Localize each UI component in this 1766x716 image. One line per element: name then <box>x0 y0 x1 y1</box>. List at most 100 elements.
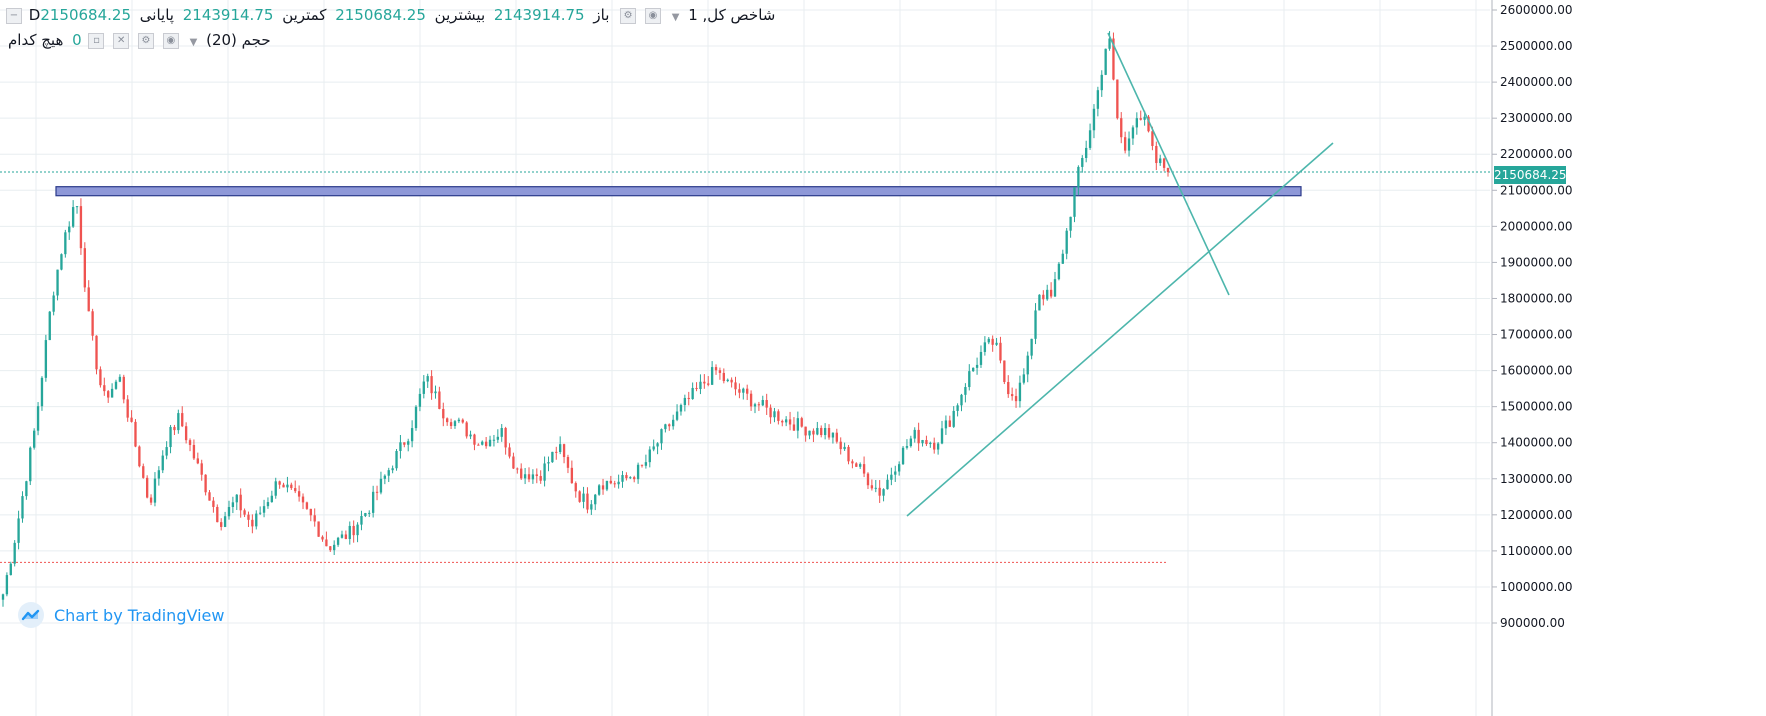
candle-body <box>13 542 16 564</box>
candle-body <box>122 376 125 400</box>
candle-body <box>33 430 36 448</box>
candle-body <box>839 441 842 450</box>
candle-body <box>547 462 550 464</box>
candle-body <box>305 502 309 509</box>
eye-icon[interactable]: ◉ <box>644 7 661 24</box>
candle-body <box>1030 338 1033 356</box>
candle-body <box>204 474 207 493</box>
candle-body <box>796 418 800 431</box>
candle-body <box>508 447 511 457</box>
volume-label[interactable]: حجم (20) <box>206 31 271 49</box>
candle-body <box>640 464 644 466</box>
candle-body <box>726 379 729 382</box>
candle-body <box>746 388 749 394</box>
candle-body <box>504 428 507 448</box>
trendlines[interactable] <box>906 32 1334 517</box>
candle-body <box>1042 294 1045 300</box>
candle-body <box>964 387 967 395</box>
close-icon[interactable]: ✕ <box>113 32 130 49</box>
candle-body <box>1069 216 1072 231</box>
tradingview-watermark[interactable]: Chart by TradingView <box>18 600 224 630</box>
candle-body <box>220 522 223 527</box>
candle-body <box>901 447 905 465</box>
price-tick-label: 2600000.00 <box>1500 3 1573 17</box>
candle-body <box>255 513 258 527</box>
candle-body <box>940 428 944 444</box>
candle-body <box>52 295 55 312</box>
price-tick-label: 1600000.00 <box>1500 364 1573 378</box>
candle-body <box>886 479 889 490</box>
candle-body <box>882 489 885 496</box>
resistance-zone[interactable] <box>55 186 1302 197</box>
candle-body <box>134 421 137 447</box>
candle-body <box>340 534 344 538</box>
volume-legend: حجم (20) ▼ ◉ ⚙ ✕ ▫ 0 هیچ کدام <box>4 31 271 49</box>
candle-body <box>960 394 963 406</box>
candle-body <box>449 422 453 427</box>
candle-body <box>461 419 464 423</box>
candle-body <box>769 407 772 418</box>
candle-body <box>1073 187 1076 217</box>
candle-body <box>266 502 270 507</box>
candle-body <box>675 411 679 420</box>
candle-body <box>749 393 753 407</box>
candle-body <box>1053 279 1057 297</box>
candle-body <box>773 411 776 418</box>
gear-icon[interactable]: ⚙ <box>138 32 155 49</box>
candle-body <box>683 397 687 406</box>
candle-body <box>816 427 819 435</box>
candle-body <box>1049 289 1053 297</box>
collapse-icon[interactable]: − <box>6 7 22 24</box>
candle-body <box>360 516 363 525</box>
candle-body <box>114 381 118 389</box>
candle-body <box>1081 158 1084 167</box>
volume-value: 0 <box>72 31 82 49</box>
candle-body <box>859 464 862 467</box>
candle-body <box>1127 138 1131 151</box>
candle-body <box>527 474 531 480</box>
candle-body <box>1155 145 1158 164</box>
candle-body <box>426 376 429 382</box>
candle-body <box>555 451 558 453</box>
candle-body <box>574 483 577 492</box>
candle-body <box>695 387 698 390</box>
eye-icon[interactable]: ◉ <box>162 32 179 49</box>
candle-body <box>1057 263 1061 280</box>
candle-body <box>987 338 990 343</box>
candle-body <box>430 376 433 394</box>
candle-body <box>243 510 246 515</box>
candle-body <box>196 458 199 464</box>
symbol-label[interactable]: Dشاخص کل, 1 <box>28 6 776 24</box>
candle-body <box>1108 38 1111 49</box>
candle-body <box>1085 147 1088 159</box>
open-label: باز <box>593 6 610 24</box>
candle-body <box>25 481 28 497</box>
chevron-down-icon[interactable]: ▼ <box>671 12 680 23</box>
candle-body <box>200 463 203 475</box>
candle-body <box>371 491 375 513</box>
candle-body <box>890 474 893 480</box>
price-axis[interactable]: 900000.00 1000000.00 1100000.00 1200000.00 1… <box>1491 0 1573 716</box>
price-tick-label: 1700000.00 <box>1500 328 1573 342</box>
candle-body <box>48 311 51 341</box>
more-icon[interactable]: ▫ <box>88 32 105 49</box>
candle-body <box>270 495 274 503</box>
candle-body <box>481 441 484 445</box>
candle-body <box>1120 118 1123 138</box>
candle-body <box>734 382 737 390</box>
candle-body <box>274 481 277 496</box>
candle-body <box>453 421 457 427</box>
candle-body <box>87 287 90 312</box>
candle-body <box>208 492 211 501</box>
candle-body <box>644 462 648 466</box>
candle-body <box>968 371 971 388</box>
candle-body <box>407 441 410 445</box>
price-tick-label: 1800000.00 <box>1500 291 1573 305</box>
candle-body <box>691 387 694 400</box>
watermark-text: Chart by TradingView <box>54 605 225 625</box>
candle-body <box>597 485 601 495</box>
gear-icon[interactable]: ⚙ <box>620 7 637 24</box>
candle-body <box>804 426 807 436</box>
chevron-down-icon[interactable]: ▼ <box>189 37 198 48</box>
